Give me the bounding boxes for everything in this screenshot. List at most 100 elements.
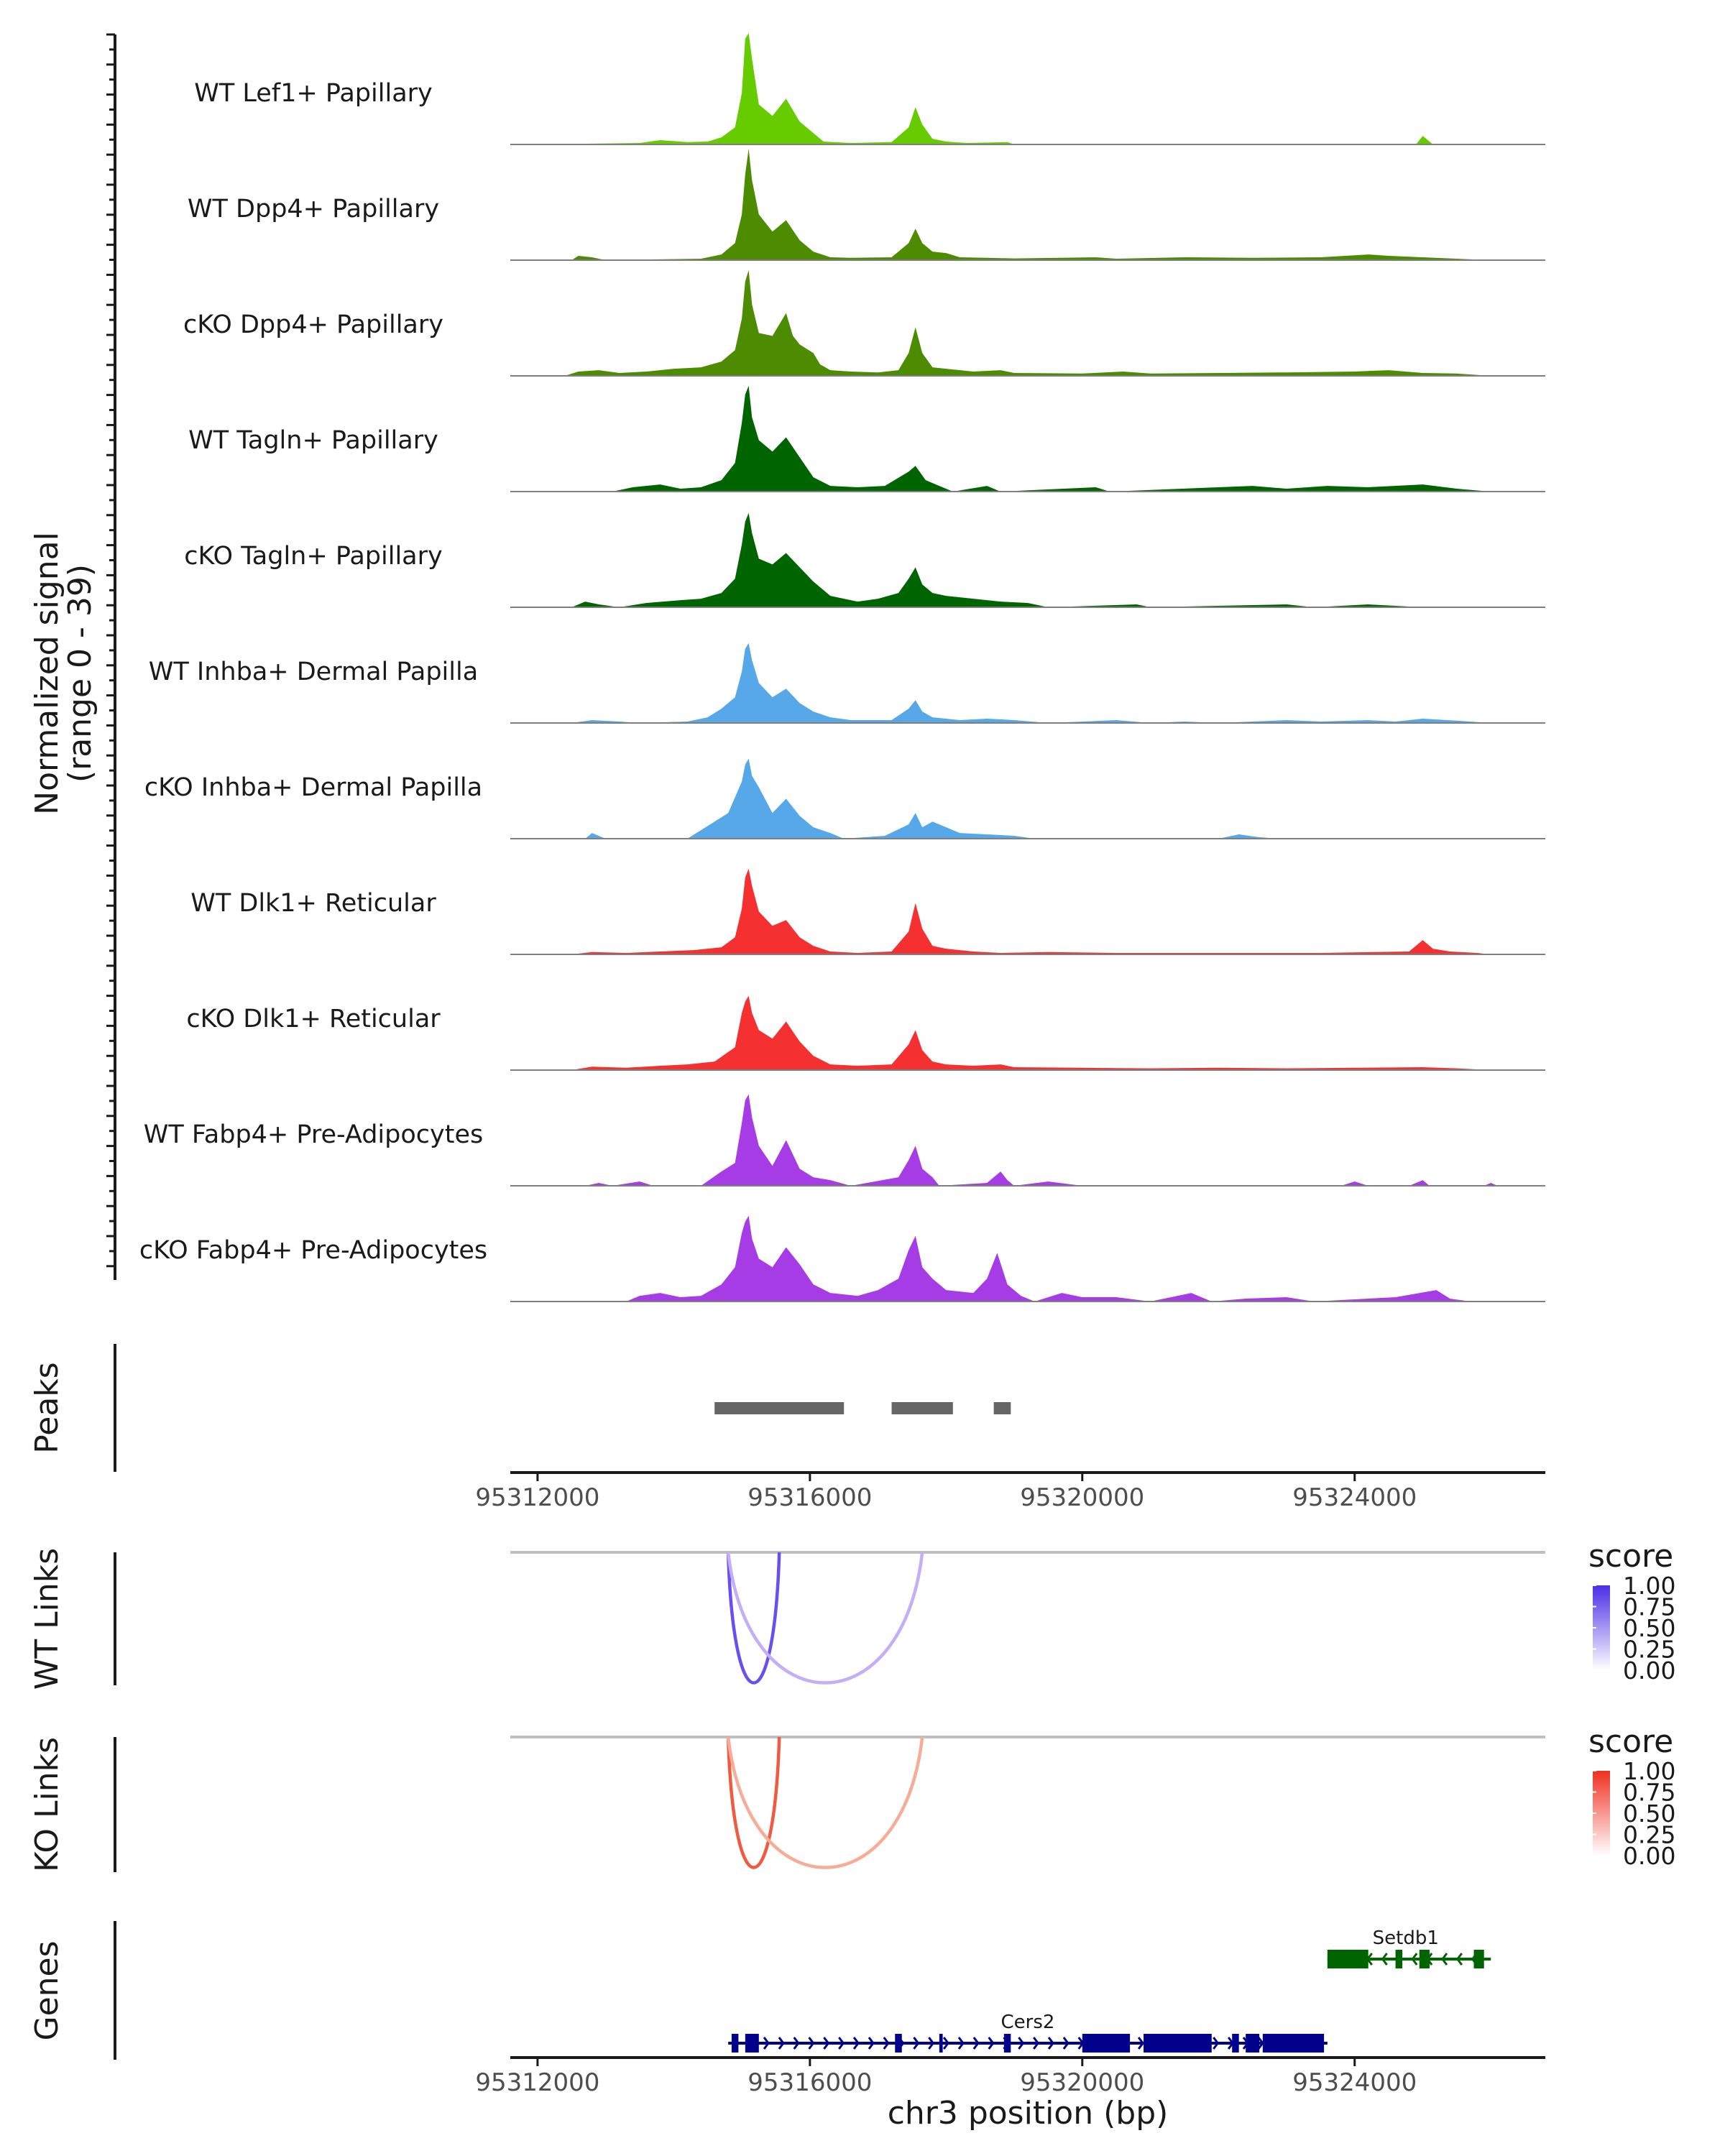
strand-arrow <box>1137 2037 1144 2050</box>
coverage-panel: Normalized signal(range 0 - 39) WT Lef1+ … <box>29 33 1545 1302</box>
strand-arrow <box>1441 1953 1448 1966</box>
strand-arrow <box>793 2037 800 2050</box>
coverage-area <box>571 642 1491 723</box>
coverage-track: WT Tagln+ Papillary <box>188 385 1545 492</box>
gene-exon <box>1144 2034 1212 2053</box>
gene-exon <box>1232 2034 1239 2053</box>
x-tick-label: 95324000 <box>1292 2068 1417 2097</box>
coverage-area <box>585 1094 1498 1186</box>
track-label: cKO Inhba+ Dermal Papilla <box>144 773 482 802</box>
gene-exon <box>1262 2034 1325 2053</box>
legend-tick-label: 0.50 <box>1623 1614 1675 1642</box>
strand-arrow <box>1381 1953 1388 1966</box>
strand-arrow <box>942 2037 950 2050</box>
strand-arrow <box>1047 2037 1054 2050</box>
coverage-track: WT Fabp4+ Pre-Adipocytes <box>144 1094 1545 1187</box>
coverage-track: WT Dlk1+ Reticular <box>190 868 1545 955</box>
strand-arrow <box>972 2037 980 2050</box>
gene-exon <box>1327 1950 1368 1968</box>
coverage-y-label-range: (range 0 - 39) <box>62 564 98 783</box>
track-label: WT Inhba+ Dermal Papilla <box>149 658 478 686</box>
gene-exon <box>939 2034 943 2053</box>
strand-arrow <box>957 2037 965 2050</box>
x-tick-label: 95312000 <box>475 2068 599 2097</box>
coverage-area <box>537 33 1433 144</box>
strand-arrow <box>1213 2037 1220 2050</box>
x-axes: 95312000 95316000 95320000 9532400095312000… <box>475 1471 1545 2132</box>
track-label: WT Dlk1+ Reticular <box>190 889 436 918</box>
strand-arrow <box>883 2037 890 2050</box>
gene-exon <box>731 2034 739 2053</box>
track-label: cKO Fabp4+ Pre-Adipocytes <box>139 1236 487 1265</box>
strand-arrow <box>823 2037 830 2050</box>
gene-name-label: Setdb1 <box>1373 1927 1439 1949</box>
legend-tick-label: 1.00 <box>1623 1757 1675 1785</box>
track-label: cKO Tagln+ Papillary <box>184 542 443 571</box>
coverage-track: WT Dpp4+ Papillary <box>188 149 1545 261</box>
coverage-track: cKO Dlk1+ Reticular <box>186 995 1545 1071</box>
legend-tick-label: 0.75 <box>1623 1593 1675 1621</box>
x-tick-label: 95320000 <box>1020 2068 1144 2097</box>
strand-arrow <box>1018 2037 1025 2050</box>
genes-panel: Genes Setdb1 Cers2 <box>29 1921 1491 2060</box>
gene-name-label: Cers2 <box>1001 2012 1055 2033</box>
coverage-track: cKO Tagln+ Papillary <box>184 512 1545 608</box>
strand-arrow <box>1411 1953 1418 1966</box>
legend-title: score <box>1588 1723 1673 1760</box>
track-label: WT Dpp4+ Papillary <box>188 195 439 224</box>
coverage-y-label: Normalized signal <box>29 532 65 815</box>
link-arc <box>726 1552 924 1685</box>
gene-exon <box>1473 1950 1484 1968</box>
legend-tick-label: 0.00 <box>1623 1657 1675 1685</box>
strand-arrow <box>1455 1953 1463 1966</box>
track-label: cKO Dpp4+ Papillary <box>183 310 443 339</box>
links-label: KO Links <box>29 1737 65 1872</box>
peak-bar <box>993 1402 1011 1414</box>
link-arc <box>726 1736 924 1869</box>
legend-tick-label: 0.75 <box>1623 1779 1675 1807</box>
peak-bar <box>714 1402 845 1414</box>
gene-model: Cers2 <box>728 2012 1328 2053</box>
track-label: cKO Dlk1+ Reticular <box>186 1005 441 1033</box>
strand-arrow <box>913 2037 920 2050</box>
strand-arrow <box>778 2037 785 2050</box>
coverage-area <box>571 512 1423 607</box>
peak-bar <box>891 1402 953 1414</box>
strand-arrow <box>852 2037 860 2050</box>
strand-arrow <box>1033 2037 1040 2050</box>
coverage-track: cKO Fabp4+ Pre-Adipocytes <box>139 1215 1545 1302</box>
coverage-area <box>571 868 1491 954</box>
coverage-area <box>571 995 1491 1070</box>
x-tick-label: 95324000 <box>1292 1483 1417 1512</box>
coverage-area <box>585 758 1280 839</box>
x-axis-top: 95312000 95316000 95320000 95324000 <box>475 1471 1545 1512</box>
coverage-area <box>571 149 1491 260</box>
coverage-area <box>626 1215 1471 1302</box>
x-axis-title: chr3 position (bp) <box>888 2095 1169 2132</box>
gene-exon <box>1003 2034 1011 2053</box>
coverage-track: WT Lef1+ Papillary <box>194 33 1545 145</box>
genes-label: Genes <box>29 1940 65 2040</box>
gene-exon <box>895 2034 902 2053</box>
x-tick-label: 95316000 <box>748 2068 872 2097</box>
strand-arrow <box>808 2037 815 2050</box>
x-tick-label: 95320000 <box>1020 1483 1144 1512</box>
link-arc <box>726 1736 781 1869</box>
strand-arrow <box>928 2037 935 2050</box>
strand-arrow <box>988 2037 995 2050</box>
peaks-label: Peaks <box>29 1362 65 1453</box>
coverage-area <box>564 270 1491 376</box>
strand-arrow <box>868 2037 875 2050</box>
gene-exon <box>1395 1950 1403 1968</box>
strand-arrow <box>1062 2037 1070 2050</box>
gene-exon <box>1082 2034 1131 2053</box>
gene-model: Setdb1 <box>1327 1927 1491 1968</box>
x-axis-bottom: 95312000 95316000 95320000 95324000 <box>475 2056 1545 2097</box>
coverage-track: cKO Inhba+ Dermal Papilla <box>144 758 1545 839</box>
legend-tick-label: 0.50 <box>1623 1800 1675 1828</box>
